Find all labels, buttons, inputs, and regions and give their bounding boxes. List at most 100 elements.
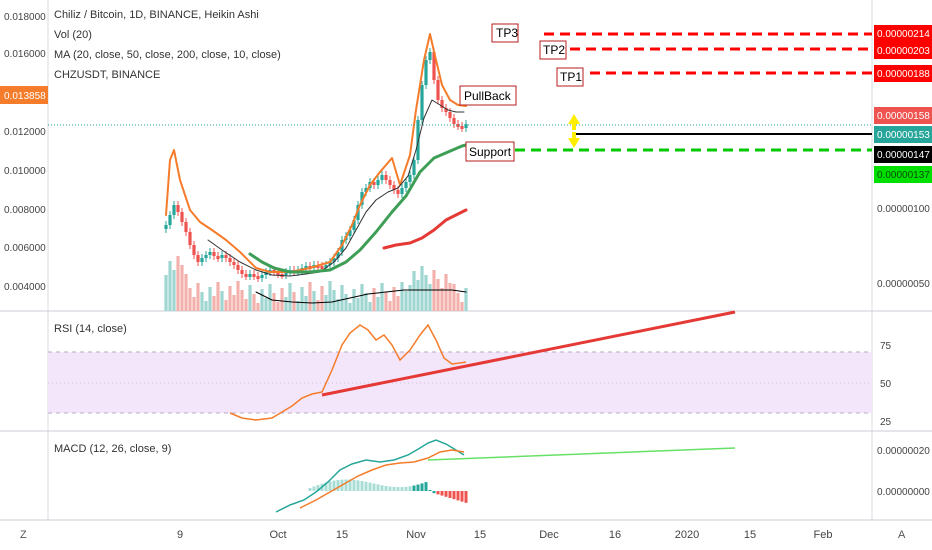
- candle-body: [420, 85, 424, 120]
- candle-body: [424, 60, 428, 85]
- pullback-annotation[interactable]: PullBack: [459, 85, 517, 106]
- tp3-annotation[interactable]: TP3: [491, 23, 519, 43]
- candle-body: [212, 252, 216, 256]
- volume-bar: [200, 292, 204, 311]
- candle-body: [428, 52, 432, 60]
- macd-line[interactable]: [275, 439, 465, 513]
- rsi-line-path[interactable]: [229, 323, 467, 421]
- tp2-annotation[interactable]: TP2: [539, 40, 567, 60]
- candle-body: [216, 256, 220, 259]
- candle-body: [248, 274, 252, 277]
- candle-body: [304, 266, 308, 269]
- candle-body: [276, 272, 280, 275]
- volume-bar: [416, 280, 420, 311]
- time-axis-tick: Feb: [814, 529, 833, 541]
- volume-bar: [320, 286, 324, 311]
- candle-body: [184, 222, 188, 232]
- corner-right-label[interactable]: A: [898, 529, 906, 541]
- macd-trendline[interactable]: [427, 447, 736, 461]
- rsi-trendline[interactable]: [321, 310, 736, 397]
- volume-bar: [280, 288, 284, 311]
- candle-body: [456, 124, 460, 127]
- macd-histogram-bar: [388, 486, 392, 491]
- left-axis-tick: 0.012000: [4, 127, 46, 138]
- candle-body: [464, 124, 468, 128]
- macd-axis-tick: 0.00000020: [877, 446, 930, 457]
- volume-bar: [244, 299, 248, 311]
- vol-legend[interactable]: Vol (20): [54, 29, 92, 41]
- time-axis-tick: Oct: [269, 529, 286, 541]
- target-levels: [515, 32, 872, 152]
- ma-10-orange[interactable]: [165, 33, 467, 273]
- macd-axis-tick: 0.00000000: [877, 487, 930, 498]
- volume-bar: [252, 294, 256, 311]
- volume-bar: [208, 287, 212, 311]
- macd-lines: [275, 439, 736, 513]
- volume-bar: [224, 300, 228, 311]
- svg-text:PullBack: PullBack: [464, 89, 512, 103]
- rsi-title[interactable]: RSI (14, close): [54, 323, 127, 335]
- volume-bar: [288, 283, 292, 311]
- volume-bar: [420, 266, 424, 311]
- volume-bar: [204, 301, 208, 311]
- rsi-axis: 75 50 25: [880, 341, 892, 428]
- macd-signal-line[interactable]: [299, 449, 465, 509]
- macd-histogram-bar: [316, 485, 320, 491]
- volume-bar: [352, 289, 356, 311]
- macd-histogram-bar: [364, 481, 368, 491]
- volume-bar: [180, 265, 184, 311]
- left-current-badge: 0.013858: [4, 91, 46, 102]
- candle-body: [260, 275, 264, 278]
- candle-body: [436, 80, 440, 100]
- corner-left-label[interactable]: Z: [20, 529, 27, 541]
- ma-200-red[interactable]: [382, 208, 468, 250]
- support-annotation[interactable]: Support: [465, 141, 515, 162]
- tp1-annotation[interactable]: TP1: [556, 67, 584, 87]
- macd-histogram-bar: [444, 491, 448, 497]
- time-axis[interactable]: 9 Oct 15 Nov 15 Dec 16 2020 15 Feb: [177, 529, 833, 541]
- volume-bar: [292, 292, 296, 311]
- right-price-axis[interactable]: 0.00000100 0.00000050: [877, 204, 930, 290]
- candle-body: [236, 265, 240, 270]
- macd-histogram-bar: [432, 491, 436, 494]
- arrow-down-icon: [568, 138, 580, 148]
- volume-bar: [344, 294, 348, 311]
- chart-title: Chiliz / Bitcoin, 1D, BINANCE, Heikin As…: [54, 9, 259, 21]
- ma-50-green[interactable]: [248, 143, 468, 274]
- macd-histogram-bar: [356, 480, 360, 491]
- volume-bar: [172, 270, 176, 311]
- macd-axis: 0.00000020 0.00000000: [877, 446, 930, 498]
- macd-histogram-bar: [440, 491, 444, 496]
- volume-bar: [228, 286, 232, 311]
- ma-legend[interactable]: MA (20, close, 50, close, 200, close, 10…: [54, 49, 281, 61]
- badge-entry: 0.00000147: [877, 150, 930, 161]
- candle-body: [224, 255, 228, 258]
- volume-bar: [364, 293, 368, 311]
- macd-histogram-bar: [328, 481, 332, 491]
- candle-body: [208, 252, 212, 255]
- left-axis-tick: 0.018000: [4, 12, 46, 23]
- volume-bar: [272, 293, 276, 311]
- time-axis-tick: 16: [609, 529, 621, 541]
- time-axis-tick: Dec: [539, 529, 559, 541]
- ma-20-black[interactable]: [207, 99, 465, 277]
- volume-bar: [404, 291, 408, 311]
- right-axis-tick: 0.00000050: [877, 279, 930, 290]
- candle-body: [400, 188, 404, 194]
- badge-tp2: 0.00000203: [877, 46, 930, 57]
- candle-body: [408, 175, 412, 182]
- time-axis-tick: 15: [336, 529, 348, 541]
- candle-body: [348, 230, 352, 236]
- rsi-axis-tick: 50: [880, 379, 892, 390]
- candle-body: [448, 112, 452, 118]
- volume-bar: [276, 302, 280, 311]
- volume-bar: [436, 279, 440, 311]
- volume-bar: [440, 288, 444, 311]
- compare-legend[interactable]: CHZUSDT, BINANCE: [54, 69, 160, 81]
- macd-histogram-bar: [436, 491, 440, 495]
- compare-line[interactable]: [255, 289, 467, 304]
- macd-title[interactable]: MACD (12, 26, close, 9): [54, 443, 171, 455]
- candle-body: [256, 276, 260, 279]
- candle-body: [380, 175, 384, 180]
